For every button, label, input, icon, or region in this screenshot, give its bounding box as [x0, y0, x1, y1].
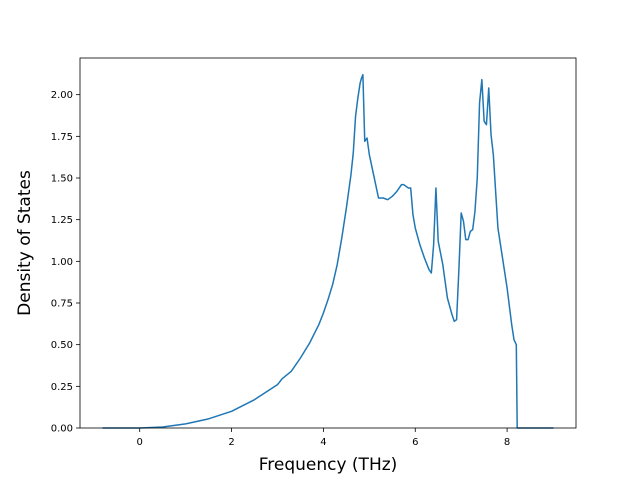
- x-tick-label: 4: [320, 437, 326, 448]
- plot-area: [80, 58, 576, 428]
- x-tick-label: 6: [412, 437, 418, 448]
- x-axis-label: Frequency (THz): [259, 455, 398, 475]
- y-tick-label: 1.50: [51, 174, 73, 185]
- y-tick-label: 0.75: [51, 299, 73, 310]
- y-tick-label: 2.00: [51, 90, 73, 101]
- y-axis-label: Density of States: [15, 170, 35, 316]
- plot-frame: [79, 57, 577, 429]
- x-tick-label: 8: [504, 437, 510, 448]
- y-tick-label: 1.00: [51, 257, 73, 268]
- y-axis-ticks: 0.00 0.25 0.50 0.75 1.00 1.25 1.50 1.75 2.00: [51, 90, 80, 435]
- series-layer: [102, 73, 554, 429]
- x-axis-ticks: 0 2 4 6 8: [137, 428, 510, 448]
- x-tick-label: 2: [228, 437, 234, 448]
- y-tick-label: 1.75: [51, 132, 73, 143]
- y-tick-label: 0.50: [51, 340, 73, 351]
- y-tick-label: 0.25: [51, 382, 73, 393]
- x-tick-label: 0: [137, 437, 143, 448]
- y-tick-label: 1.25: [51, 215, 73, 226]
- y-tick-label: 0.00: [51, 424, 73, 435]
- dos-series-line: [102, 73, 554, 429]
